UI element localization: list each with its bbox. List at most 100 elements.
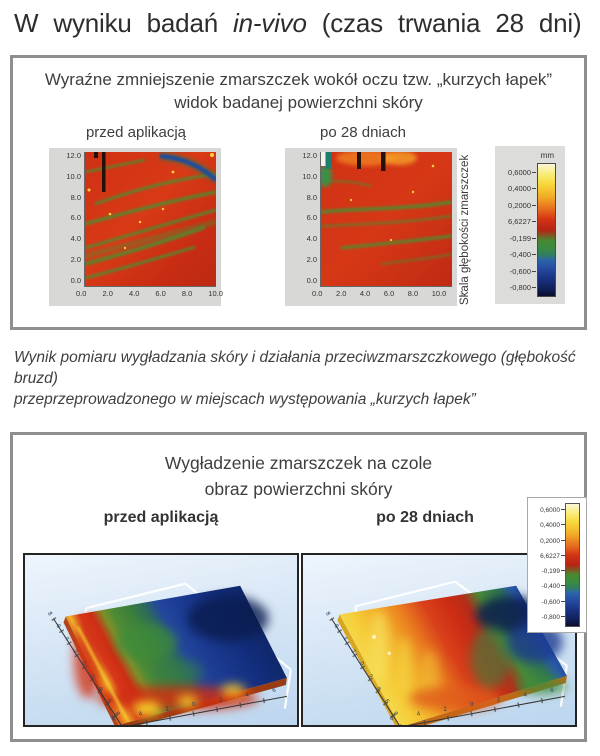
scale-tick-label: 6,6227 (508, 217, 536, 226)
depth-scale-title: Skala głębokości zmarszczek (459, 154, 471, 306)
tick-label: 0.0 (306, 275, 317, 285)
tick-label: 2 (165, 706, 170, 713)
forehead-panel-heading: Wygładzenie zmarszczek na czole obraz po… (13, 435, 584, 502)
tick-label: 2 (366, 673, 374, 680)
page-title-post: (czas trwania 28 dni) (321, 8, 582, 38)
forehead-before-label: przed aplikacją (103, 509, 219, 526)
tick-label: 8.0 (70, 192, 81, 202)
tick-label: 12.0 (66, 151, 81, 160)
tick-label: 2 (443, 706, 448, 713)
tick-label: 8.0 (306, 192, 317, 202)
tick-label: 4 (340, 636, 348, 643)
forehead-study-panel: Wygładzenie zmarszczek na czole obraz po… (10, 432, 587, 742)
tick-label: 6.0 (155, 289, 166, 298)
tick-label: 6.0 (306, 213, 317, 223)
scale-tick-label: 0,6000 (540, 507, 565, 514)
tick-label: 4 (62, 636, 70, 643)
tick-label: 2.0 (70, 255, 81, 265)
tick-label: 10.0 (66, 171, 81, 181)
tick-label: 2.0 (306, 255, 317, 265)
depth-scale: mm 0,6000 0,4000 0,2000 6,6227 -0,199 -0,400 -… (495, 146, 565, 304)
scale-tick-label: 0,2000 (508, 201, 536, 210)
tick-label: 0 (357, 661, 365, 668)
tick-label: 2 (88, 673, 96, 680)
tick-label: 6 (383, 698, 390, 705)
tick-label: 0 (79, 661, 87, 668)
scale-tick-label: -0,800 (542, 614, 565, 621)
tick-label: 4.0 (359, 289, 371, 298)
scale-tick-label: -0,199 (510, 234, 536, 243)
scale-tick-label: 6,6227 (540, 553, 565, 560)
scale-tick-label: -0,800 (510, 283, 536, 292)
scale-tick-label: 0,6000 (508, 168, 536, 177)
heatmap-after-y-axis: 12.0 10.0 8.0 6.0 4.0 2.0 0.0 (289, 151, 317, 285)
mini-scale-gradient-bar (565, 503, 580, 627)
tick-label: 2 (218, 697, 223, 704)
tick-label: 6.0 (383, 289, 395, 298)
depth-scale-labels: 0,6000 0,4000 0,2000 6,6227 -0,199 -0,400 -0,6… (508, 168, 536, 292)
tick-label: 6 (332, 623, 340, 630)
tick-label: 4 (416, 711, 421, 718)
tick-label: 0 (469, 701, 475, 709)
tick-label: 4 (138, 711, 143, 718)
page-title-invivo: in-vivo (233, 8, 307, 38)
eyes-before-label: przed aplikacją (85, 124, 187, 141)
surface-before-image (51, 582, 293, 725)
tick-label: 4.0 (70, 234, 81, 244)
forehead-heading-line2: obraz powierzchni skóry (204, 479, 393, 499)
forehead-heading-line1: Wygładzenie zmarszczek na czole (164, 453, 433, 473)
tick-label: 10.0 (431, 289, 447, 298)
scale-tick-label: -0,400 (542, 583, 565, 590)
scale-tick-label: -0,600 (542, 599, 565, 606)
page-title-pre: W wyniku badań (14, 8, 218, 38)
heatmap-before-y-axis: 12.0 10.0 8.0 6.0 4.0 2.0 0.0 (53, 151, 81, 285)
heatmap-after-x-axis: 0.0 2.0 4.0 6.0 8.0 10.0 1 (312, 289, 464, 298)
eyes-panel-heading: Wyraźne zmniejszenie zmarszczek wokół oc… (13, 58, 584, 114)
tick-label: 0.0 (312, 289, 323, 298)
caption-line2: przeprzeprowadzonego w miejscach występo… (14, 391, 476, 408)
figure-caption: Wynik pomiaru wygładzania skóry i działa… (14, 347, 576, 410)
heatmap-after-image (321, 152, 452, 286)
caption-line1: Wynik pomiaru wygładzania skóry i działa… (14, 349, 576, 387)
tick-label: 6.0 (70, 213, 81, 223)
eyes-heading-line1: Wyraźne zmniejszenie zmarszczek wokół oc… (44, 70, 553, 89)
tick-label: 6 (54, 623, 62, 630)
heatmap-figure-before: 12.0 10.0 8.0 6.0 4.0 2.0 0.0 (49, 148, 223, 306)
tick-label: 0.0 (70, 275, 81, 285)
forehead-after-label: po 28 dniach (376, 509, 474, 526)
tick-label: 4 (374, 686, 382, 693)
tick-label: 8.0 (407, 289, 419, 298)
heatmap-figure-after: 12.0 10.0 8.0 6.0 4.0 2.0 0.0 (285, 148, 464, 306)
tick-label: 2.0 (102, 289, 113, 298)
tick-label: 2 (71, 648, 79, 655)
tick-label: 6 (111, 715, 117, 723)
scale-tick-label: -0,400 (510, 250, 536, 259)
heatmap-before-image (85, 152, 216, 286)
scale-tick-label: -0,600 (510, 267, 536, 276)
tick-label: 4.0 (306, 234, 317, 244)
tick-label: 1 (459, 289, 464, 298)
mini-scale-labels: 0,6000 0,4000 0,2000 6,6227 -0,199 -0,400 -0,6… (540, 507, 565, 621)
tick-label: 10.0 (302, 171, 317, 181)
page-title: W wyniku badań in-vivo (czas trwania 28 … (14, 8, 588, 39)
tick-label: 0 (191, 701, 197, 709)
eyes-heading-line2: widok badanej powierzchni skóry (174, 93, 423, 112)
tick-label: 2 (496, 697, 501, 704)
tick-label: 2 (349, 648, 357, 655)
heatmap-before-x-axis: 0.0 2.0 4.0 6.0 8.0 10.0 (76, 289, 223, 298)
heatmap-before-plot (84, 152, 216, 287)
scale-tick-label: 0,2000 (540, 538, 565, 545)
tick-label: 2.0 (335, 289, 347, 298)
tick-label: 0.0 (76, 289, 87, 298)
heatmap-after-plot (320, 152, 452, 287)
tick-label: 12.0 (302, 151, 317, 160)
tick-label: 4.0 (128, 289, 140, 298)
tick-label: 4 (523, 692, 528, 699)
eyes-after-label: po 28 dniach (320, 124, 406, 141)
mini-depth-scale: 0,6000 0,4000 0,2000 6,6227 -0,199 -0,400 -0,6… (527, 497, 587, 633)
tick-label: 10.0 (208, 289, 223, 298)
tick-label: 6 (105, 698, 112, 705)
depth-scale-unit: mm (540, 151, 554, 160)
eyes-study-panel: Wyraźne zmniejszenie zmarszczek wokół oc… (10, 55, 587, 330)
